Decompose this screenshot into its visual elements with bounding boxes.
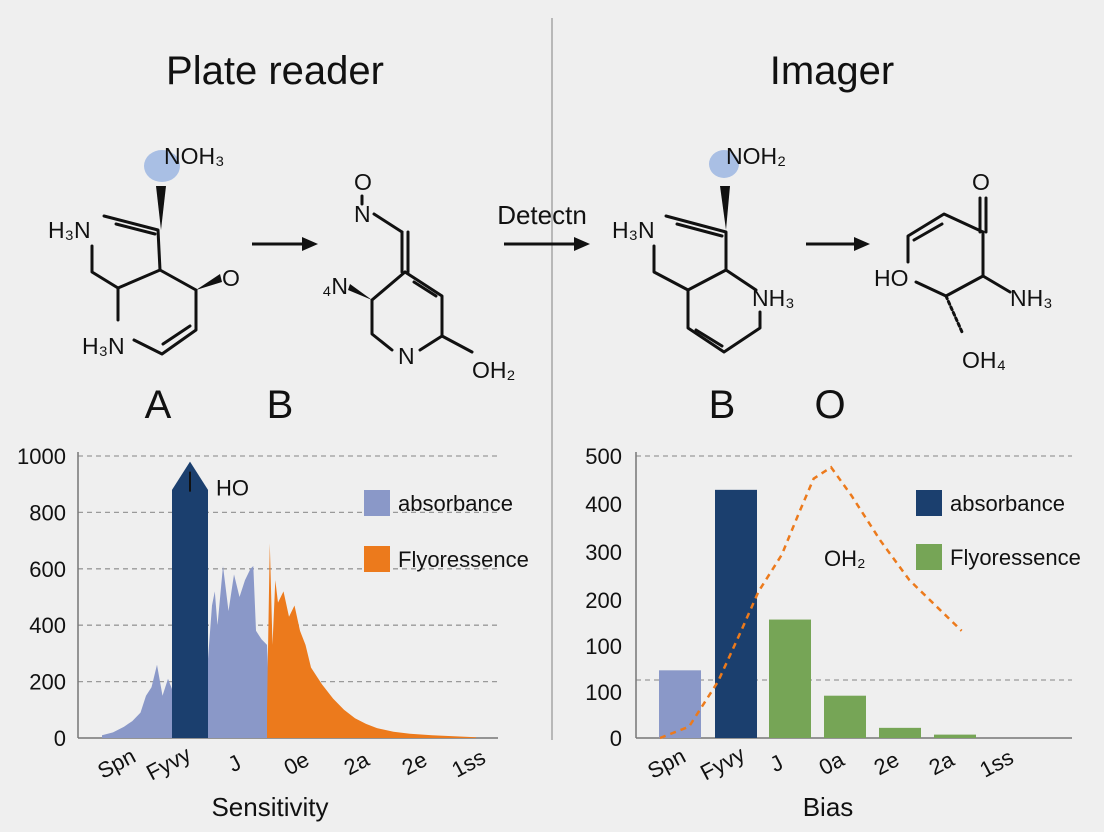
molecule-b2-label: B (709, 383, 736, 427)
molecule-o-oh4-atom: OH₄ (962, 347, 1006, 373)
molecule-a-noh3-atom: NOH₃ (164, 143, 224, 169)
molecule-a-h3n-top: H₃N (48, 217, 91, 243)
legend-swatch (364, 546, 390, 572)
molecule-b2-nh3-atom: NH₃ (752, 285, 795, 311)
x-tick-label: Fyvy (142, 741, 195, 785)
y-tick-label: 100 (585, 634, 622, 659)
reaction-arrow-1 (252, 237, 318, 251)
dashed-curve (659, 465, 963, 740)
x-tick-label: 0a (815, 746, 849, 780)
curve-label: OH₂ (824, 546, 866, 571)
bar-0a (824, 695, 866, 738)
detection-arrow (504, 237, 590, 251)
highlight-arrow (172, 461, 208, 738)
molecule-b-o-atom: O (354, 169, 372, 195)
x-tick-label: 2a (340, 746, 374, 780)
legend-label: Flyoressence (398, 547, 529, 572)
y-tick-label: 100 (585, 680, 622, 705)
molecule-b2-wedge-bond (720, 186, 730, 230)
molecule-o-o-atom: O (972, 169, 990, 195)
legend-label: absorbance (398, 491, 513, 516)
molecule-a-wedge-bond-o (196, 274, 222, 290)
bar-fyvy (715, 489, 757, 738)
x-axis-title: Sensitivity (211, 792, 328, 822)
bar-j (769, 619, 811, 738)
x-tick-label: Spn (643, 743, 689, 783)
reaction-arrow-2 (806, 237, 870, 251)
x-tick-label: 2a (925, 746, 959, 780)
molecule-b-oh2-atom: OH₂ (472, 357, 515, 383)
molecule-a-o-atom: O (222, 265, 240, 291)
molecule-a: NOH₃ H₃N O H₃N (48, 143, 240, 359)
y-tick-label: 0 (54, 726, 66, 751)
imager-chart: 0 100 100 200 300 400 500 OH₂ Spn Fyvy J 0a 2e 2a 1ss B… (585, 444, 1081, 822)
y-tick-label: 200 (29, 670, 66, 695)
molecule-a-wedge-bond (156, 186, 166, 230)
plate-reader-chart: 0 200 400 600 800 1000 HO Spn Fyvy J 0e 2a 2e 1ss Sens… (17, 444, 529, 822)
series-area-fluorescence (267, 543, 476, 738)
molecule-b: O N ₄N N OH₂ (322, 169, 515, 383)
x-tick-label: 1ss (447, 744, 489, 782)
x-axis-title: Bias (803, 792, 854, 822)
right-panel-title: Imager (770, 49, 895, 93)
y-tick-label: 600 (29, 557, 66, 582)
detection-arrow-label: Detectn (497, 200, 587, 230)
x-tick-label: Fyvy (696, 741, 749, 785)
legend-swatch (916, 490, 942, 516)
molecule-b-n-atom: N (354, 201, 371, 227)
bar-2e (879, 727, 921, 738)
molecule-o-nh3-atom: NH₃ (1010, 285, 1053, 311)
molecule-o-label: O (814, 383, 845, 427)
legend-label: absorbance (950, 491, 1065, 516)
series-area-absorbance (102, 566, 270, 738)
y-tick-label: 800 (29, 500, 66, 525)
y-tick-label: 300 (585, 540, 622, 565)
left-panel-title: Plate reader (166, 49, 384, 93)
bar-spn (659, 670, 701, 738)
y-tick-label: 200 (585, 588, 622, 613)
x-tick-label: J (224, 750, 245, 777)
molecule-b-label: B (267, 383, 294, 427)
x-tick-label: 2e (870, 747, 903, 781)
molecule-b2: NOH₂ H₃N NH₃ (612, 143, 795, 354)
bar-2a (934, 734, 976, 738)
legend-swatch (364, 490, 390, 516)
y-tick-label: 1000 (17, 444, 66, 469)
legend-label: Flyoressence (950, 545, 1081, 570)
x-tick-label: J (766, 750, 787, 777)
molecule-b-ring-n: N (398, 343, 415, 369)
molecule-b2-noh2-atom: NOH₂ (726, 143, 786, 169)
molecule-b-4n-atom: ₄N (322, 273, 348, 299)
x-tick-label: Spn (93, 743, 139, 783)
molecule-a-label: A (145, 383, 172, 427)
y-tick-label: 0 (610, 726, 622, 751)
legend-swatch (916, 544, 942, 570)
x-tick-label: 2e (398, 747, 431, 781)
highlight-arrow-label: HO (216, 476, 249, 501)
x-tick-label: 0e (280, 747, 313, 781)
x-tick-label: 1ss (975, 744, 1017, 782)
molecule-a-highlight-blob (144, 150, 180, 182)
molecule-a-h3n-bottom: H₃N (82, 333, 125, 359)
y-tick-label: 500 (585, 444, 622, 469)
molecule-o: O HO NH₃ OH₄ (874, 169, 1053, 373)
molecule-b-wedge-bond (348, 284, 372, 300)
molecule-o-ho-atom: HO (874, 265, 909, 291)
y-tick-label: 400 (29, 613, 66, 638)
molecule-b2-highlight-blob (709, 150, 739, 178)
molecule-b2-h3n-atom: H₃N (612, 217, 655, 243)
y-tick-label: 400 (585, 492, 622, 517)
